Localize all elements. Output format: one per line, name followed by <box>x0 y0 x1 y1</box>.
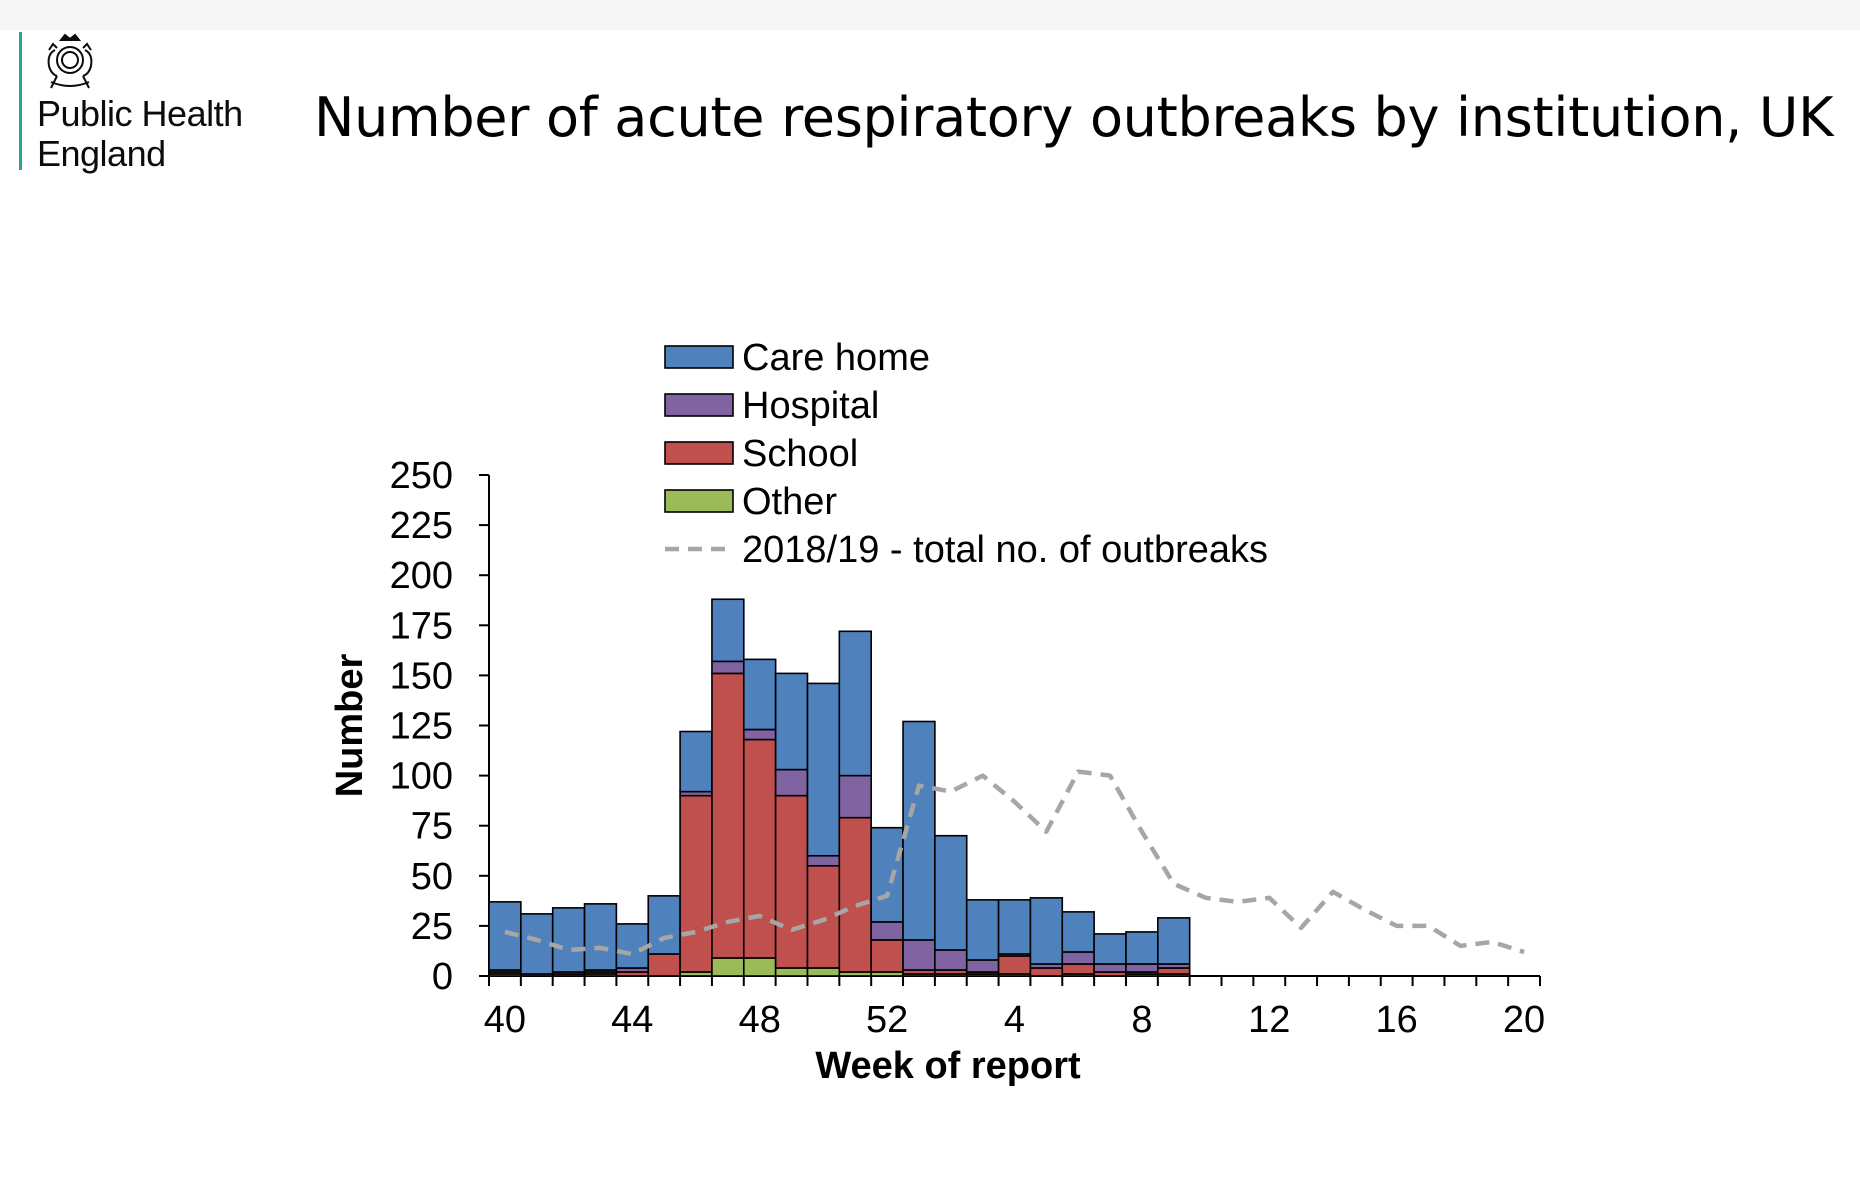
y-tick-label: 150 <box>390 655 453 697</box>
y-tick-label: 225 <box>390 505 453 547</box>
legend-swatch <box>664 441 734 465</box>
y-tick-label: 125 <box>390 706 453 748</box>
bar-segment-care-home <box>1093 933 1127 965</box>
x-tick-label: 44 <box>611 999 653 1041</box>
legend-label: School <box>742 433 858 475</box>
y-tick-label: 50 <box>411 856 453 898</box>
bar-segment-hospital <box>838 774 872 819</box>
x-tick-label: 8 <box>1131 999 1152 1041</box>
bar-segment-school <box>870 939 904 973</box>
prev-season-line <box>504 769 1525 957</box>
bar-segment-hospital <box>870 921 904 941</box>
bar-segment-other <box>711 957 745 977</box>
y-tick-label: 175 <box>390 605 453 647</box>
y-axis-label: Number <box>329 654 371 798</box>
x-tick-label: 48 <box>739 999 781 1041</box>
prev-season-line-group <box>504 769 1525 957</box>
bar-segment-hospital <box>742 728 777 741</box>
legend-label: Care home <box>742 337 930 379</box>
bar-segment-care-home <box>742 658 777 731</box>
bar-segment-hospital <box>902 939 936 971</box>
x-tick-label: 20 <box>1503 999 1545 1041</box>
bar-segment-care-home <box>870 826 904 923</box>
slide-top-band <box>0 0 1860 30</box>
bar-segment-school <box>742 738 777 959</box>
legend-swatch <box>664 345 734 369</box>
y-tick-label: 250 <box>390 455 453 497</box>
x-axis-label: Week of report <box>815 1045 1081 1087</box>
bar-segment-school <box>997 955 1032 975</box>
bar-segment-hospital <box>1125 963 1159 973</box>
bar-segment-care-home <box>711 598 745 663</box>
legend-swatch <box>664 489 734 513</box>
bar-segment-hospital <box>965 959 1000 973</box>
bar-segment-other <box>742 957 777 977</box>
bar-segment-other <box>806 967 841 977</box>
bar-segment-other <box>774 967 809 977</box>
bar-segment-care-home <box>838 630 872 777</box>
legend-label: Hospital <box>742 385 879 427</box>
organisation-line-1: Public Health <box>37 93 243 134</box>
bar-segment-hospital <box>806 854 841 867</box>
bar-segment-school <box>647 953 681 977</box>
chart-legend: Care home Hospital School Other 2018/19 - to… <box>664 337 1268 571</box>
legend-label: 2018/19 - total no. of outbreaks <box>742 529 1268 571</box>
x-tick-label: 4 <box>1004 999 1025 1041</box>
bar-segment-school <box>711 672 745 959</box>
phe-logo: Public Health England <box>19 32 279 174</box>
x-axis: 40 44 48 52 4 8 12 16 20 <box>484 975 1545 1041</box>
bar-segment-care-home <box>1061 911 1095 953</box>
bar-segment-care-home <box>1125 931 1159 965</box>
bar-segment-hospital <box>1061 951 1095 965</box>
logo-accent-bar <box>19 32 22 170</box>
bar-segment-school <box>1029 967 1064 977</box>
bar-segment-hospital <box>774 768 809 797</box>
bar-segment-care-home <box>902 720 936 941</box>
organisation-name: Public Health England <box>37 94 243 174</box>
organisation-line-2: England <box>37 133 166 174</box>
x-tick-label: 52 <box>866 999 908 1041</box>
y-axis: 0 25 50 75 100 125 150 175 200 225 250 <box>390 455 490 998</box>
bar-segment-care-home <box>615 923 650 969</box>
bar-segment-school <box>1061 963 1095 975</box>
bar-segment-care-home <box>965 899 1000 961</box>
y-tick-label: 200 <box>390 555 453 597</box>
bar-segment-care-home <box>520 913 554 975</box>
bar-segment-care-home <box>583 903 618 971</box>
bar-segment-school <box>806 864 841 969</box>
bar-segment-care-home <box>806 682 841 857</box>
bar-segment-care-home <box>1157 917 1191 965</box>
y-tick-label: 25 <box>411 906 453 948</box>
bar-segment-care-home <box>551 907 586 973</box>
x-tick-label: 40 <box>484 999 526 1041</box>
y-tick-label: 75 <box>411 806 453 848</box>
x-tick-label: 16 <box>1376 999 1418 1041</box>
bar-segment-care-home <box>997 899 1032 955</box>
royal-crest-icon <box>47 33 93 89</box>
slide-title: Number of acute respiratory outbreaks by… <box>314 86 1834 149</box>
y-tick-label: 100 <box>390 756 453 798</box>
bar-segment-care-home <box>934 834 968 951</box>
bar-segment-school <box>1157 967 1191 975</box>
legend-label: Other <box>742 481 837 523</box>
bar-segment-care-home <box>1029 897 1064 965</box>
bar-stacks <box>488 598 1191 977</box>
bar-segment-hospital <box>934 949 968 971</box>
bar-segment-school <box>838 816 872 973</box>
y-tick-label: 0 <box>432 956 453 998</box>
bar-segment-care-home <box>647 895 681 955</box>
bar-segment-care-home <box>774 672 809 771</box>
x-tick-label: 12 <box>1248 999 1290 1041</box>
bar-segment-hospital <box>1093 963 1127 973</box>
bar-segment-school <box>774 794 809 969</box>
legend-swatch <box>664 393 734 417</box>
bar-segment-hospital <box>711 660 745 675</box>
bar-segment-care-home <box>679 730 713 793</box>
bar-segment-school <box>679 794 713 973</box>
